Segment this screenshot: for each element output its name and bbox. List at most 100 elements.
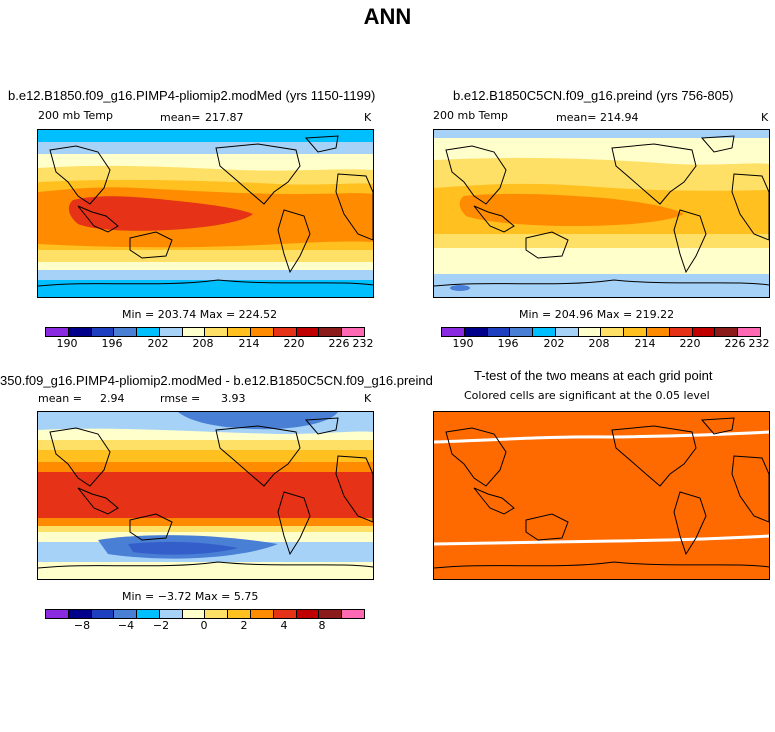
- p1-cb-5: [159, 328, 183, 336]
- p3-cb-1: [68, 610, 92, 618]
- p3-greenland-coast: [304, 417, 339, 435]
- p3-australia-coast: [129, 513, 173, 541]
- p3-band-6: [38, 526, 373, 534]
- p4-south-america-coast: [673, 491, 707, 556]
- p3-band-4: [38, 462, 373, 474]
- p1-tick-6: 226: [328, 337, 350, 350]
- p3-cb-3: [114, 610, 138, 618]
- p2-cb-10: [669, 328, 693, 336]
- p3-tick-6: 8: [318, 619, 326, 632]
- p2-greenland-coast: [700, 135, 735, 153]
- p3-tick-2: −2: [152, 619, 170, 632]
- p3-asia-coast: [49, 427, 111, 487]
- panel2-min-max: Min = 204.96 Max = 219.22: [519, 308, 675, 321]
- panel1-mean-value: 217.87: [205, 111, 244, 124]
- panel1-colorbar: [45, 327, 365, 337]
- p1-coastlines: [38, 135, 373, 287]
- p3-band-8: [38, 562, 373, 579]
- p2-cb-0: [442, 328, 465, 336]
- p2-cb-6: [578, 328, 602, 336]
- p2-cb-13: [738, 328, 760, 336]
- panel2-title: b.e12.B1850C5CN.f09_g16.preind (yrs 756-…: [453, 88, 734, 103]
- p2-asia-coast: [445, 145, 507, 205]
- p2-indonesia-coast: [473, 205, 515, 233]
- p2-warm-core: [459, 193, 684, 226]
- p2-south-america-coast: [673, 209, 707, 274]
- p3-band-5: [38, 518, 373, 528]
- p2-tick-3: 208: [588, 337, 610, 350]
- p3-cb-8: [228, 610, 252, 618]
- panel3-rmse-label: rmse =: [160, 392, 201, 405]
- panel2-mean-label: mean=: [556, 111, 597, 124]
- p2-tick-5: 220: [679, 337, 701, 350]
- p1-cb-0: [46, 328, 69, 336]
- p3-band-3: [38, 450, 373, 464]
- p3-band-2: [38, 440, 373, 452]
- p3-tick-3: 0: [200, 619, 208, 632]
- p2-africa-coast: [731, 173, 769, 241]
- p3-north-america-coast: [215, 425, 301, 487]
- p4-greenland-coast: [700, 417, 735, 435]
- p2-tick-1: 196: [497, 337, 519, 350]
- panel1-map: [37, 129, 374, 298]
- panel3-mean-label: mean =: [38, 392, 82, 405]
- p2-band-5: [434, 248, 769, 276]
- p1-tick-7: 232: [352, 337, 374, 350]
- p3-warm-band: [38, 472, 373, 520]
- panel1-min-max: Min = 203.74 Max = 224.52: [122, 308, 278, 321]
- p3-south-america-coast: [277, 491, 311, 556]
- p2-tick-6: 226: [724, 337, 746, 350]
- panel1-title: b.e12.B1850.f09_g16.PIMP4-pliomip2.modMe…: [8, 88, 376, 103]
- p3-cb-13: [342, 610, 364, 618]
- p2-band-6: [434, 274, 769, 297]
- p1-cb-13: [342, 328, 364, 336]
- panel1-mean-label: mean=: [160, 111, 201, 124]
- p1-cb-12: [319, 328, 343, 336]
- p1-cb-4: [137, 328, 160, 336]
- p1-greenland-coast: [304, 135, 339, 153]
- panel3-units: K: [364, 392, 372, 405]
- panel1-colorbar-ticks: 190 196 202 208 214 220 226 232: [45, 337, 374, 351]
- panel3-mean-value: 2.94: [100, 392, 125, 405]
- p3-cold-north: [178, 412, 338, 430]
- p2-cb-8: [624, 328, 648, 336]
- p1-cb-7: [205, 328, 229, 336]
- panel2-variable: 200 mb Temp: [433, 109, 509, 122]
- p4-africa-coast: [731, 455, 769, 523]
- p2-cb-1: [464, 328, 488, 336]
- panel2-mean-value: 214.94: [600, 111, 639, 124]
- p1-australia-coast: [129, 231, 173, 259]
- p4-antarctica-coast: [434, 561, 769, 569]
- p1-cb-8: [228, 328, 252, 336]
- p3-tick-1: −4: [117, 619, 135, 632]
- p3-cb-0: [46, 610, 69, 618]
- p1-warm-core: [68, 196, 253, 231]
- p2-cb-4: [533, 328, 556, 336]
- p3-cb-4: [137, 610, 160, 618]
- p1-cb-6: [182, 328, 206, 336]
- p2-cb-9: [647, 328, 670, 336]
- p3-cb-11: [296, 610, 320, 618]
- p4-coastlines: [434, 417, 769, 569]
- p1-cb-11: [296, 328, 320, 336]
- panel3-title: 350.f09_g16.PIMP4-pliomip2.modMed - b.e1…: [0, 373, 433, 388]
- panel3-map: [37, 411, 374, 580]
- p4-asia-coast: [445, 427, 507, 487]
- p1-tick-4: 214: [238, 337, 260, 350]
- p3-antarctica-coast: [38, 561, 373, 569]
- p1-cb-10: [273, 328, 297, 336]
- p4-north-america-coast: [611, 425, 697, 487]
- p2-tick-2: 202: [543, 337, 565, 350]
- p1-tick-1: 196: [101, 337, 123, 350]
- p2-north-america-coast: [611, 143, 697, 205]
- p2-antarctica-coast: [434, 279, 769, 287]
- p1-tick-3: 208: [192, 337, 214, 350]
- p4-insignificant-south: [434, 534, 769, 546]
- p3-cb-7: [205, 610, 229, 618]
- panel4-map-svg: [434, 412, 769, 579]
- p2-cb-11: [692, 328, 716, 336]
- p2-cb-7: [601, 328, 625, 336]
- panel4-title: T-test of the two means at each grid poi…: [474, 368, 713, 383]
- p2-tick-0: 190: [452, 337, 474, 350]
- p1-asia-coast: [49, 145, 111, 205]
